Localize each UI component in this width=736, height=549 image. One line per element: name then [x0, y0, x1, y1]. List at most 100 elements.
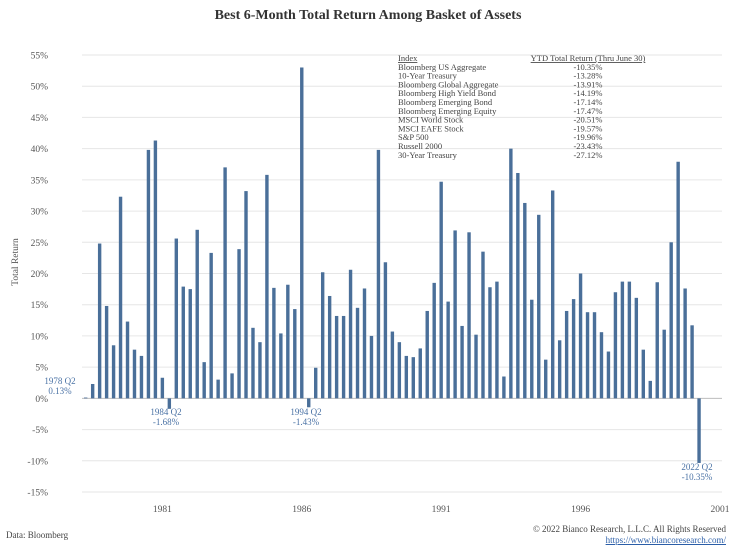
y-tick-label: -15%: [27, 489, 48, 499]
bar: [167, 398, 172, 409]
bar: [223, 167, 227, 399]
legend-row-index: Bloomberg Emerging Equity: [398, 106, 497, 116]
bar: [599, 332, 604, 399]
bar: [523, 202, 527, 399]
y-tick-label: 45%: [31, 114, 49, 124]
bar: [181, 286, 185, 399]
legend-row-return: -14.19%: [573, 88, 602, 98]
x-tick-label: 1996: [571, 505, 590, 515]
copyright-note: © 2022 Bianco Research, L.L.C. All Right…: [532, 524, 726, 534]
bar: [251, 327, 255, 399]
bar: [272, 287, 276, 399]
bar: [90, 383, 95, 399]
x-tick-label: 1986: [292, 505, 311, 515]
bar: [195, 229, 199, 399]
bar: [537, 214, 541, 399]
y-tick-label: -10%: [27, 457, 48, 467]
bar: [676, 161, 680, 399]
x-tick-label: 1991: [432, 505, 451, 515]
bar: [397, 342, 402, 399]
bar: [125, 321, 130, 399]
legend-row-return: -19.96%: [573, 132, 602, 142]
bar: [84, 397, 88, 399]
legend-row-index: Bloomberg Global Aggregate: [398, 79, 499, 89]
bar: [104, 305, 109, 399]
bar: [571, 299, 576, 399]
data-source-note: Data: Bloomberg: [6, 530, 69, 540]
legend-row-index: MSCI EAFE Stock: [398, 123, 464, 133]
annotation-quarter: 1994 Q2: [290, 407, 321, 417]
website-link[interactable]: https://www.biancoresearch.com/: [605, 535, 726, 545]
annotation-quarter: 1984 Q2: [150, 407, 181, 417]
bar: [160, 377, 165, 399]
bar: [279, 333, 283, 399]
x-axis-ticks: 198119861991199620012006201120162021: [153, 505, 730, 515]
y-tick-label: 35%: [31, 176, 49, 186]
bar: [258, 342, 262, 399]
bar: [544, 359, 548, 399]
annotation-quarter: 1978 Q2: [44, 376, 75, 386]
bar: [216, 379, 220, 399]
y-tick-label: 0%: [35, 395, 48, 405]
annotation-value: -10.35%: [682, 472, 713, 482]
bar: [293, 309, 297, 399]
bar: [300, 67, 304, 399]
bar: [307, 398, 311, 408]
bar: [237, 249, 241, 399]
y-tick-label: 25%: [31, 239, 49, 249]
bar: [411, 357, 415, 399]
legend-header-index: Index: [398, 53, 418, 63]
bar: [320, 272, 325, 399]
chart-title: Best 6-Month Total Return Among Basket o…: [214, 8, 522, 23]
legend-table: Index YTD Total Return (Thru June 30) Bloo…: [398, 53, 646, 160]
annotation-value: -1.68%: [153, 417, 180, 427]
legend-row-return: -23.43%: [573, 141, 602, 151]
bar: [502, 376, 506, 399]
bar: [188, 289, 192, 399]
bar-series: [84, 67, 701, 463]
legend-row-index: S&P 500: [398, 132, 429, 142]
legend-row-return: -17.14%: [573, 97, 602, 107]
bar: [286, 284, 290, 399]
y-axis-title: Total Return: [11, 238, 21, 286]
legend-row-index: Russell 2000: [398, 141, 442, 151]
y-tick-label: 50%: [31, 83, 49, 93]
legend-row-return: -10.35%: [573, 62, 602, 72]
bar: [146, 149, 151, 399]
bar: [474, 334, 478, 399]
y-tick-label: 40%: [31, 145, 49, 155]
bar: [648, 380, 652, 399]
bar: [460, 325, 464, 399]
bar: [585, 312, 590, 399]
bar: [557, 340, 562, 399]
y-tick-label: 55%: [31, 52, 49, 62]
annotation-label: 1984 Q2-1.68%: [150, 407, 181, 427]
legend-row-return: -20.51%: [573, 115, 602, 125]
bar: [376, 149, 381, 399]
y-tick-label: 20%: [31, 270, 49, 280]
y-tick-label: -5%: [32, 426, 48, 436]
legend-row-index: Bloomberg US Aggregate: [398, 62, 486, 72]
bar: [641, 349, 645, 399]
bar: [348, 269, 353, 399]
bar: [634, 297, 639, 399]
bar: [327, 295, 332, 399]
bar: [230, 373, 234, 399]
legend-row-index: MSCI World Stock: [398, 115, 464, 125]
bar: [550, 190, 555, 399]
bar: [118, 196, 123, 399]
bar: [662, 329, 666, 399]
bar: [202, 362, 206, 399]
legend-row-return: -13.91%: [573, 79, 602, 89]
y-tick-label: 10%: [31, 332, 49, 342]
bar: [383, 262, 388, 399]
annotation-label: 2022 Q2-10.35%: [681, 462, 712, 482]
y-axis-ticks: -15% -10% -5% 0% 5% 10% 15% 20% 25% 30% 35% 40% 45% 5…: [27, 52, 48, 499]
bar: [111, 345, 116, 399]
y-tick-label: 15%: [31, 301, 49, 311]
bar: [606, 351, 611, 399]
bar: [683, 288, 687, 399]
legend-row-return: -13.28%: [573, 71, 602, 81]
bar: [265, 174, 269, 399]
bar: [418, 348, 422, 399]
